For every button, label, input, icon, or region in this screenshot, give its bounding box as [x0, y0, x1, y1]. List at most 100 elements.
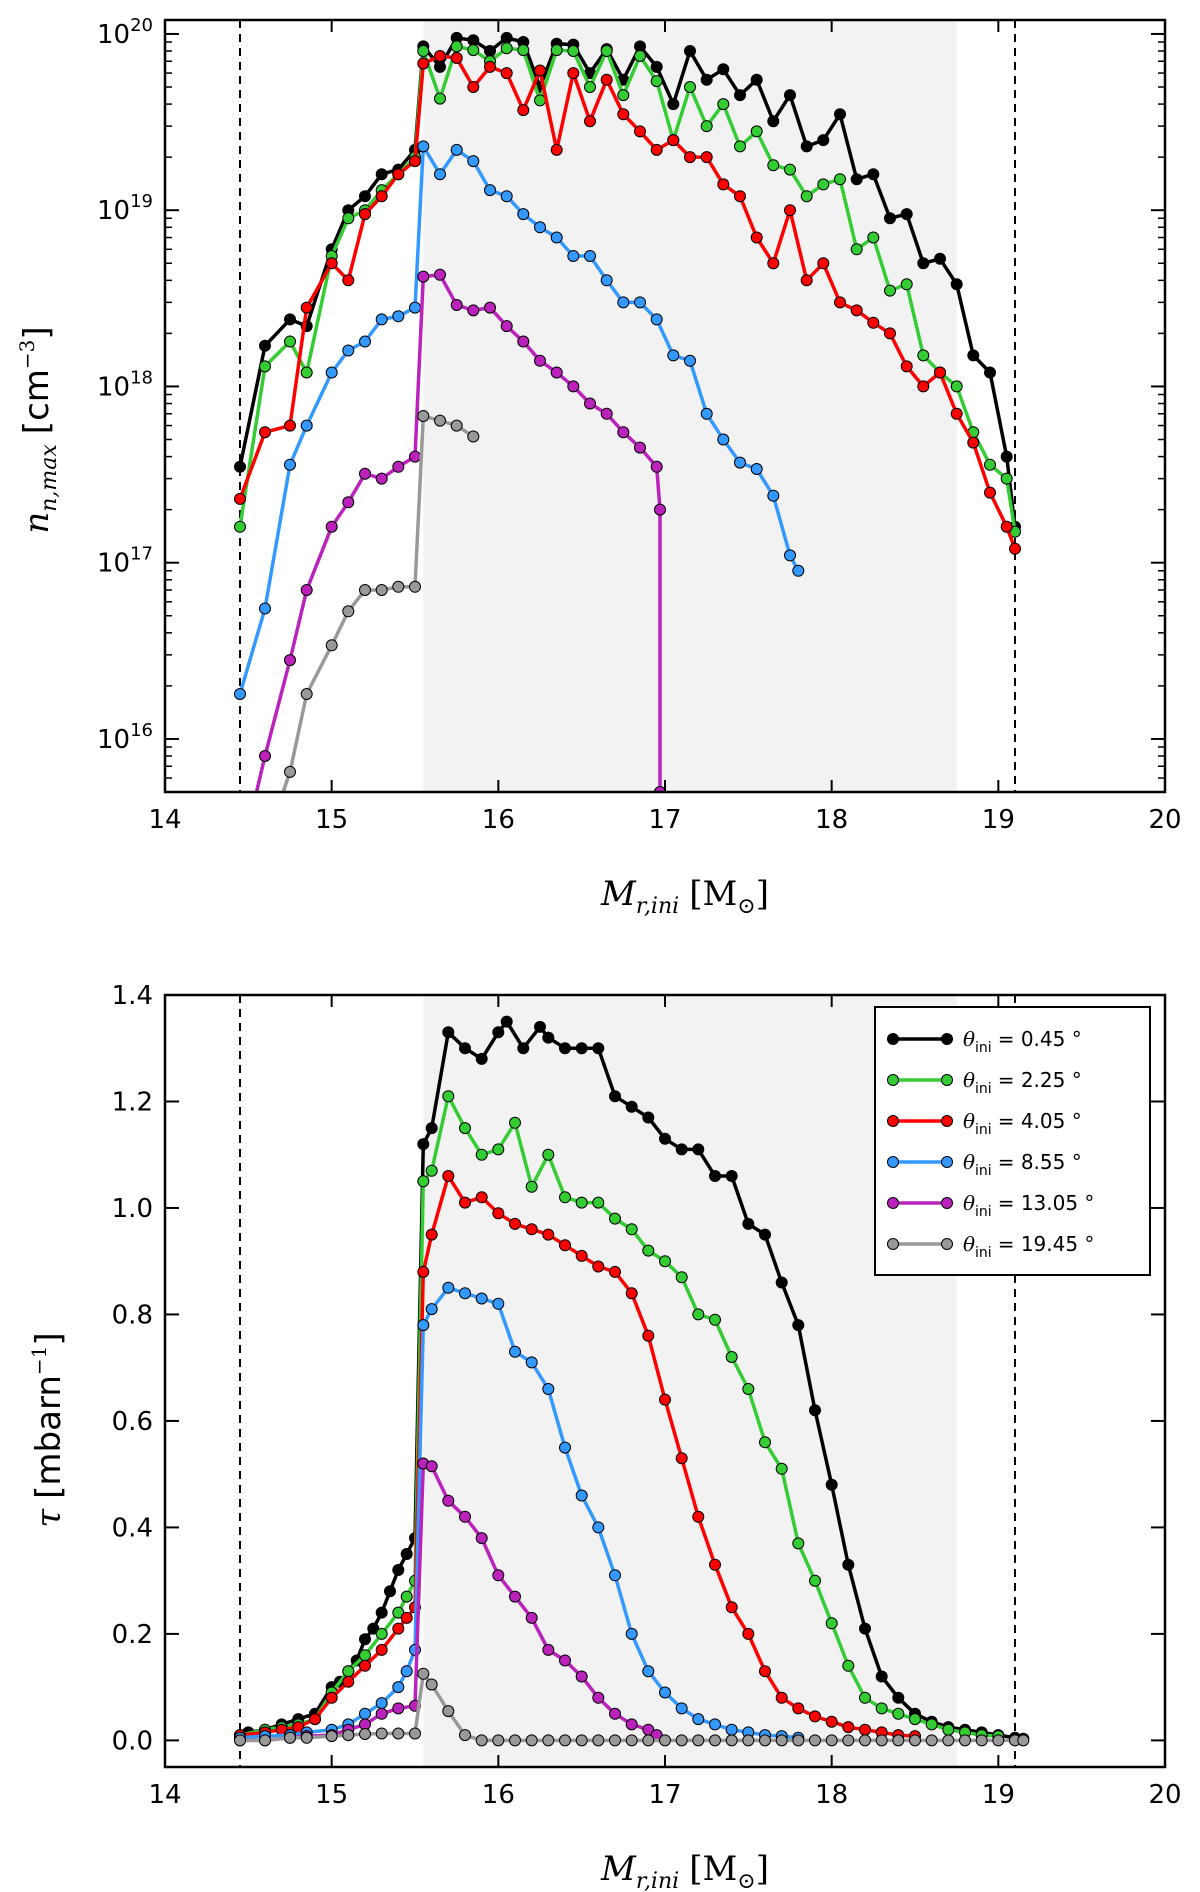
legend-marker-8.55	[941, 1156, 953, 1168]
bottom-series-0.45-point	[392, 1564, 405, 1576]
top-series-2.25-point	[1000, 472, 1013, 485]
top-series-8.55-point	[617, 296, 630, 309]
top-series-4.05-point	[934, 366, 946, 379]
top-series-19.45-point	[300, 688, 313, 700]
top-series-2.25-point	[550, 44, 563, 57]
top-series-8.55-point	[567, 250, 580, 262]
bottom-series-8.55-point	[442, 1281, 455, 1294]
top-series-13.05-point	[550, 366, 563, 379]
bottom-series-19.45-point	[675, 1734, 688, 1747]
legend-label-0.45: θini = 0.45 °	[963, 1027, 1082, 1056]
top-series-0.45-point	[850, 173, 863, 186]
top-series-4.05-point	[567, 67, 580, 80]
bottom-series-2.25-point	[459, 1122, 471, 1135]
top-series-4.05-point	[450, 52, 463, 64]
bottom-series-0.45-point	[875, 1670, 888, 1683]
bottom-series-2.25-point	[625, 1223, 638, 1236]
bottom-series-19.45-point	[975, 1734, 988, 1747]
bottom-series-19.45-point	[625, 1734, 638, 1747]
top-series-4.05-point	[600, 73, 613, 86]
top-series-8.55-point	[392, 310, 405, 323]
top-series-0.45-point	[884, 212, 896, 225]
top-series-2.25-point	[467, 44, 480, 57]
bottom-series-19.45-point	[659, 1734, 671, 1747]
bottom-series-0.45-point	[575, 1042, 588, 1055]
bottom-series-0.45-point	[517, 1042, 530, 1055]
legend-marker-2.25	[941, 1074, 953, 1086]
bottom-series-0.45-point	[417, 1138, 430, 1151]
top-series-2.25-point	[867, 231, 880, 244]
bottom-series-19.45-point	[375, 1727, 388, 1740]
bottom-series-2.25-point	[825, 1617, 838, 1630]
top-series-2.25-point	[834, 173, 846, 186]
top-series-13.05-point	[567, 380, 580, 393]
bottom-series-19.45-point	[742, 1734, 755, 1747]
top-series-2.25-point	[700, 120, 713, 133]
top-ytick-label: 1017	[97, 544, 153, 579]
bottom-series-0.45-point	[592, 1042, 605, 1055]
top-series-8.55-point	[500, 190, 513, 203]
bottom-series-19.45-point	[542, 1734, 555, 1747]
bottom-series-0.45-point	[675, 1143, 688, 1156]
top-series-2.25-point	[500, 42, 513, 55]
bottom-series-19.45-point	[492, 1734, 505, 1747]
top-series-13.05-point	[517, 335, 530, 348]
top-series-4.05-point	[375, 190, 388, 203]
top-series-0.45-point	[1000, 450, 1013, 463]
top-series-8.55-point	[584, 250, 596, 262]
bottom-series-13.05-point	[459, 1510, 471, 1523]
top-series-13.05-point	[259, 750, 271, 762]
bottom-series-2.25-point	[359, 1649, 371, 1662]
top-series-2.25-point	[517, 44, 530, 57]
bottom-series-19.45-point	[234, 1734, 246, 1747]
top-series-13.05-point	[600, 407, 613, 420]
top-series-8.55-point	[650, 313, 663, 326]
bottom-series-0.45-point	[542, 1031, 555, 1044]
bottom-series-13.05-point	[442, 1494, 455, 1507]
bottom-series-4.05-point	[642, 1329, 655, 1342]
top-series-0.45-point	[934, 252, 946, 265]
top-series-13.05-point	[375, 472, 388, 485]
bottom-series-2.25-point	[375, 1627, 388, 1640]
top-ylabel: nn,max[cm−3]	[15, 326, 62, 533]
bottom-series-2.25-point	[342, 1665, 355, 1678]
top-series-2.25-point	[650, 75, 663, 88]
bottom-series-13.05-point	[509, 1590, 521, 1603]
top-series-0.45-point	[650, 60, 663, 73]
bottom-ytick-label: 1.4	[112, 981, 153, 1011]
bottom-series-4.05-point	[559, 1239, 571, 1252]
bottom-series-13.05-point	[375, 1707, 388, 1720]
bottom-series-0.45-point	[384, 1585, 396, 1598]
top-series-4.05-point	[634, 125, 646, 138]
top-series-8.55-point	[417, 140, 430, 153]
bottom-series-0.45-point	[475, 1052, 488, 1065]
top-series-4.05-point	[784, 204, 796, 217]
bottom-xtick-label: 19	[982, 1780, 1015, 1810]
bottom-series-19.45-point	[725, 1734, 738, 1747]
bottom-series-8.55-point	[609, 1569, 621, 1582]
bottom-series-8.55-point	[409, 1643, 421, 1656]
bottom-series-8.55-point	[542, 1383, 555, 1395]
top-series-2.25-point	[450, 40, 463, 53]
bottom-series-4.05-point	[725, 1601, 738, 1614]
top-series-0.45-point	[500, 31, 513, 44]
top-series-2.25-point	[900, 278, 913, 291]
top-series-4.05-point	[392, 168, 405, 181]
top-series-4.05-point	[867, 316, 880, 329]
bottom-series-19.45-point	[692, 1734, 705, 1747]
bottom-series-0.45-point	[775, 1276, 788, 1289]
bottom-series-4.05-point	[775, 1691, 788, 1704]
bottom-series-0.45-point	[492, 1026, 505, 1039]
top-shaded-region	[423, 20, 957, 792]
top-series-2.25-point	[884, 284, 896, 297]
bottom-series-2.25-point	[475, 1148, 488, 1161]
bottom-series-4.05-point	[309, 1713, 321, 1726]
bottom-series-8.55-point	[375, 1697, 388, 1710]
legend-marker-4.05	[887, 1115, 899, 1127]
bottom-series-13.05-point	[475, 1532, 488, 1545]
bottom-series-0.45-point	[725, 1170, 738, 1182]
top-series-2.25-point	[750, 125, 763, 138]
bottom-series-19.45-point	[475, 1734, 488, 1747]
top-series-4.05-point	[359, 208, 371, 221]
bottom-series-2.25-point	[859, 1691, 871, 1704]
